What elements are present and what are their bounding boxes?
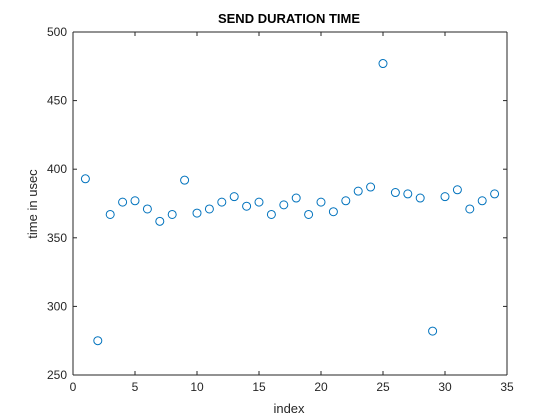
data-point: [180, 175, 190, 185]
y-axis-label: time in usec: [25, 169, 40, 239]
data-point: [415, 193, 425, 203]
data-point: [291, 193, 301, 203]
x-tick-label: 15: [252, 380, 266, 394]
data-point: [440, 192, 450, 202]
data-point: [204, 204, 214, 214]
x-tick-label: 20: [314, 380, 328, 394]
x-tick-label: 35: [500, 380, 514, 394]
y-tick-label: 350: [47, 231, 67, 245]
x-tick-label: 30: [438, 380, 452, 394]
data-point: [93, 336, 103, 346]
plot-area: [72, 31, 508, 376]
data-points: [80, 59, 500, 346]
x-tick-label: 10: [190, 380, 204, 394]
data-point: [254, 197, 264, 207]
y-tick-label: 400: [47, 162, 67, 176]
data-point: [403, 189, 413, 199]
y-tick-label: 500: [47, 25, 67, 39]
data-point: [80, 174, 90, 184]
data-point: [428, 326, 438, 336]
data-point: [167, 209, 177, 219]
x-axis-ticks: 0 5 10 15 20 25 30 35: [70, 32, 514, 394]
data-point: [105, 209, 115, 219]
data-point: [266, 209, 276, 219]
data-point: [242, 201, 252, 211]
x-tick-label: 25: [376, 380, 390, 394]
data-point: [217, 197, 227, 207]
data-point: [341, 196, 351, 206]
y-tick-label: 250: [47, 368, 67, 382]
y-tick-label: 300: [47, 299, 67, 313]
data-point: [192, 208, 202, 218]
data-point: [353, 186, 363, 196]
data-point: [366, 182, 376, 192]
y-tick-label: 450: [47, 94, 67, 108]
data-point: [465, 204, 475, 214]
data-point: [155, 216, 165, 226]
data-point: [328, 207, 338, 217]
data-point: [477, 196, 487, 206]
x-tick-label: 5: [132, 380, 139, 394]
data-point: [304, 209, 314, 219]
data-point: [490, 189, 500, 199]
data-point: [390, 188, 400, 198]
data-point: [316, 197, 326, 207]
data-point: [279, 200, 289, 210]
data-point: [452, 185, 462, 195]
data-point: [130, 196, 140, 206]
x-axis-label: index: [273, 401, 305, 416]
data-point: [142, 204, 152, 214]
data-point: [378, 59, 388, 69]
data-point: [229, 192, 239, 202]
x-tick-label: 0: [70, 380, 77, 394]
data-point: [118, 197, 128, 207]
chart-title: SEND DURATION TIME: [218, 11, 360, 26]
y-axis-ticks: 250 300 350 400 450 500: [47, 25, 507, 382]
